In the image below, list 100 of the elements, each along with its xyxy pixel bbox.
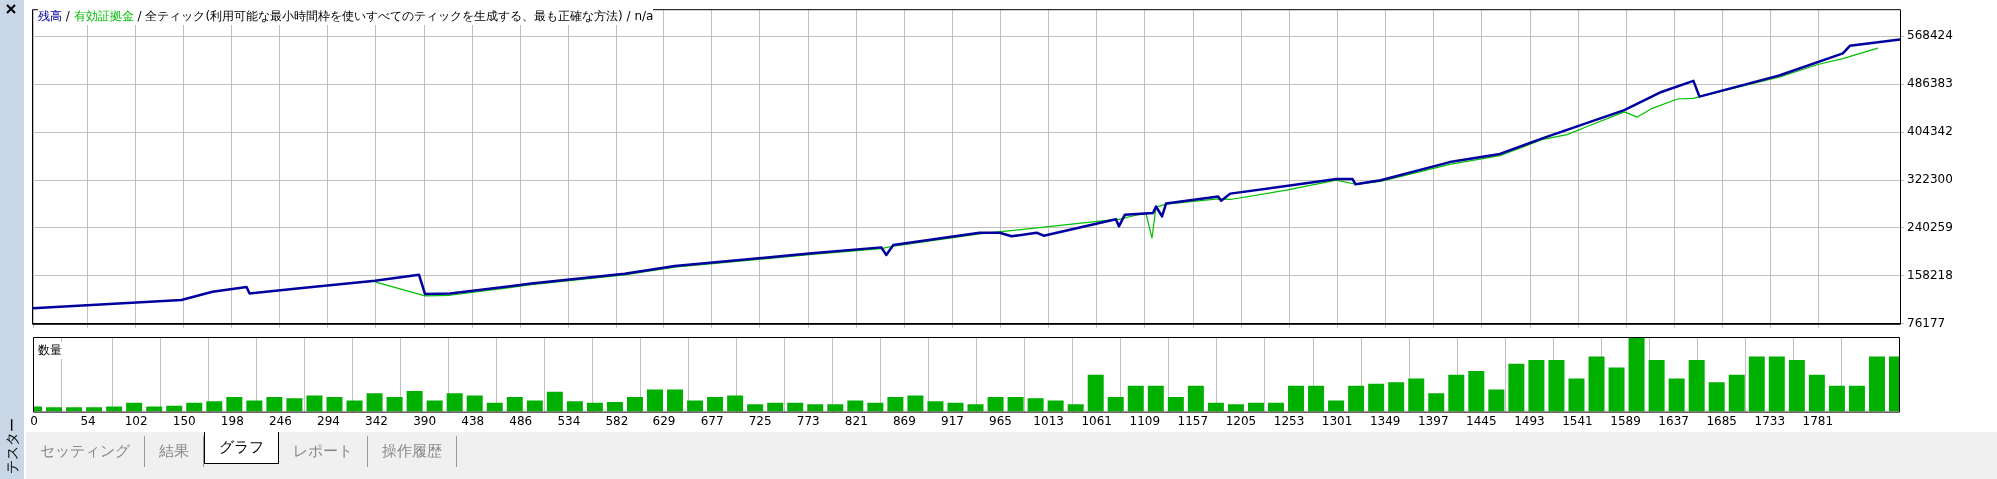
text: レポート	[279, 436, 368, 467]
bar	[687, 400, 704, 412]
bar	[366, 393, 383, 412]
bar	[1247, 402, 1264, 412]
bar	[1588, 356, 1605, 412]
x-tick-label: 294	[317, 413, 340, 428]
bar	[1007, 396, 1024, 412]
bar	[406, 390, 423, 412]
bar	[1528, 360, 1545, 412]
x-tick-label: 869	[892, 413, 916, 428]
bar	[1268, 402, 1284, 412]
bar	[1648, 360, 1665, 412]
x-tick-label: 917	[941, 413, 964, 428]
x-tick-label: 1397	[1417, 413, 1449, 428]
x-tick-label: 1445	[1466, 413, 1497, 428]
y-tick-label: 486383	[1907, 76, 1953, 91]
annotation: /	[65, 9, 70, 23]
x-tick-label: 1349	[1369, 413, 1401, 428]
bar	[1107, 396, 1124, 412]
bar	[987, 396, 1004, 412]
bar	[647, 389, 663, 412]
bar	[1227, 404, 1244, 412]
bar	[306, 395, 323, 412]
bar	[1508, 363, 1525, 412]
bar	[546, 391, 563, 412]
bar	[486, 402, 503, 412]
x-tick-label: 0	[30, 413, 38, 428]
y-tick-label: 76177	[1907, 315, 1946, 330]
bar	[446, 393, 463, 412]
bar	[86, 407, 103, 412]
bar	[566, 401, 583, 412]
bar	[807, 404, 824, 412]
y-tick-label: 568424	[1907, 28, 1953, 43]
x-tick-label: 54	[80, 413, 96, 428]
x-tick-label: 1205	[1225, 413, 1257, 428]
bar	[1348, 385, 1365, 412]
bar	[286, 398, 303, 412]
bar	[1428, 393, 1445, 412]
bar	[226, 396, 243, 412]
text: 残高	[38, 9, 62, 23]
bar	[1167, 396, 1184, 412]
bar	[1788, 360, 1805, 412]
y-tick-label: 322300	[1907, 172, 1953, 187]
bar	[186, 402, 203, 412]
x-tick-label: 486	[509, 413, 533, 428]
bar	[586, 402, 603, 412]
x-tick-label: 1061	[1081, 413, 1112, 428]
chart-title: 全ティック(利用可能な最小時間枠を使いすべてのティックを生成する、最も正確な方法) / n/a	[145, 9, 654, 23]
bar	[907, 395, 924, 412]
bar	[1187, 385, 1204, 412]
text: 有効証拠金	[73, 9, 134, 23]
bar	[426, 400, 443, 412]
text: 操作履歴	[368, 436, 457, 467]
x-tick-label: 390	[413, 413, 437, 428]
bar	[246, 400, 263, 412]
x-tick-label: 965	[989, 413, 1013, 428]
x-tick-label: 582	[605, 413, 629, 428]
x-tick-label: 246	[268, 413, 292, 428]
bar	[206, 401, 223, 412]
bar	[867, 402, 884, 412]
y-tick-label: 404342	[1907, 124, 1953, 139]
bar	[326, 396, 343, 412]
text: テスター	[4, 418, 20, 474]
bar	[346, 400, 363, 412]
bar	[126, 402, 143, 412]
bar	[386, 396, 403, 412]
bar	[1127, 385, 1144, 412]
bar	[847, 400, 864, 412]
bar	[967, 404, 984, 412]
bar	[1748, 356, 1765, 412]
bar	[1448, 374, 1465, 412]
bar	[1328, 400, 1345, 412]
text: 結果	[145, 436, 204, 467]
x-tick-label: 1109	[1129, 413, 1161, 428]
bar	[1568, 378, 1585, 412]
bar	[1868, 356, 1885, 412]
bar	[506, 396, 523, 412]
bar	[466, 395, 483, 412]
bar	[707, 396, 724, 412]
bar	[1828, 385, 1845, 412]
x-tick-label: 629	[652, 413, 676, 428]
bar	[1388, 382, 1405, 412]
x-tick-label: 1733	[1754, 413, 1786, 428]
x-tick-label: 1637	[1658, 413, 1689, 428]
bar	[66, 407, 83, 412]
bar	[1688, 360, 1705, 412]
bar	[1808, 374, 1825, 412]
bar	[1027, 398, 1044, 412]
x-tick-label: 821	[844, 413, 868, 428]
bar	[1708, 382, 1725, 412]
x-tick-label: 1781	[1802, 413, 1834, 428]
bar	[1468, 371, 1485, 412]
x-tick-label: 534	[557, 413, 581, 428]
bar	[1067, 404, 1084, 412]
bar	[1488, 389, 1505, 412]
y-tick-label: 158218	[1907, 268, 1953, 282]
x-tick-label: 438	[461, 413, 485, 428]
x-tick-label: 198	[220, 413, 244, 428]
x-tick-label: 725	[748, 413, 772, 428]
x-tick-label: 1541	[1562, 413, 1593, 428]
